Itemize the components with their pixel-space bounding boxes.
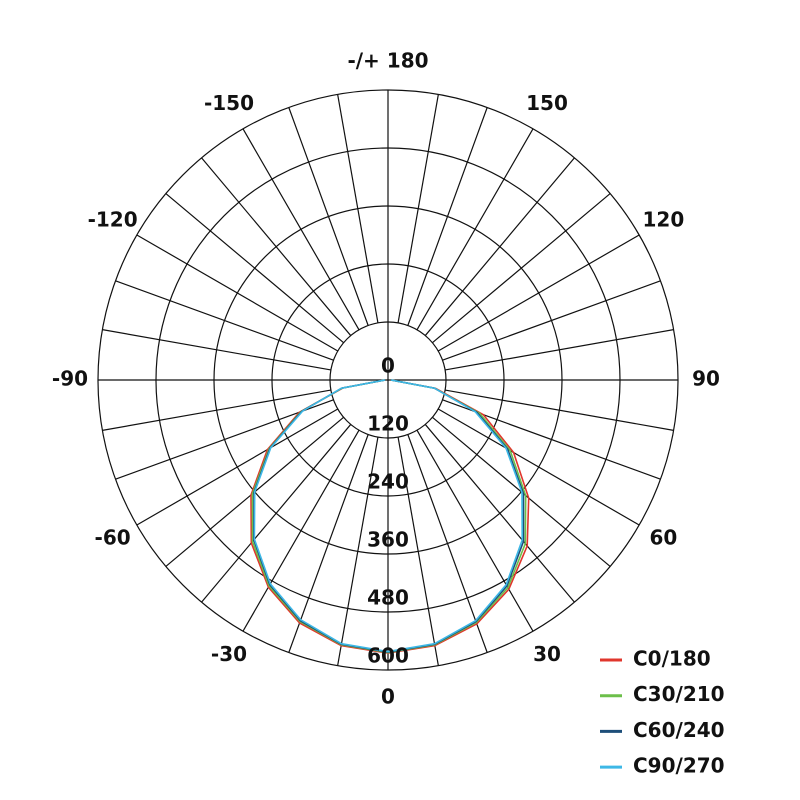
angle-label: -120 [88,208,138,232]
angle-label: 90 [692,367,720,391]
grid-ring [155,147,621,613]
angle-label: -/+ 180 [347,49,428,73]
grid-ring [213,205,563,555]
legend-label: C30/210 [633,682,725,706]
angle-label: -30 [211,642,247,666]
legend-label: C0/180 [633,647,711,671]
angle-label: 30 [533,642,561,666]
series-line [253,379,524,653]
grid-ring [97,89,679,671]
r-tick-label: 480 [367,586,409,610]
r-tick-label: 120 [367,412,409,436]
angle-label: -60 [95,526,131,550]
grid-ring [329,321,447,439]
angle-label: 60 [649,526,677,550]
grid-ring [271,263,505,497]
angle-label: 120 [643,208,685,232]
angle-label: 0 [381,685,395,709]
legend-label: C60/240 [633,718,725,742]
angle-label: -90 [52,367,88,391]
angle-label: 150 [526,91,568,115]
r-tick-label: 360 [367,528,409,552]
r-tick-label: 240 [367,470,409,494]
r-tick-label: 0 [381,354,395,378]
angle-label: -150 [204,91,254,115]
r-tick-label: 600 [367,644,409,668]
legend-label: C90/270 [633,754,725,778]
